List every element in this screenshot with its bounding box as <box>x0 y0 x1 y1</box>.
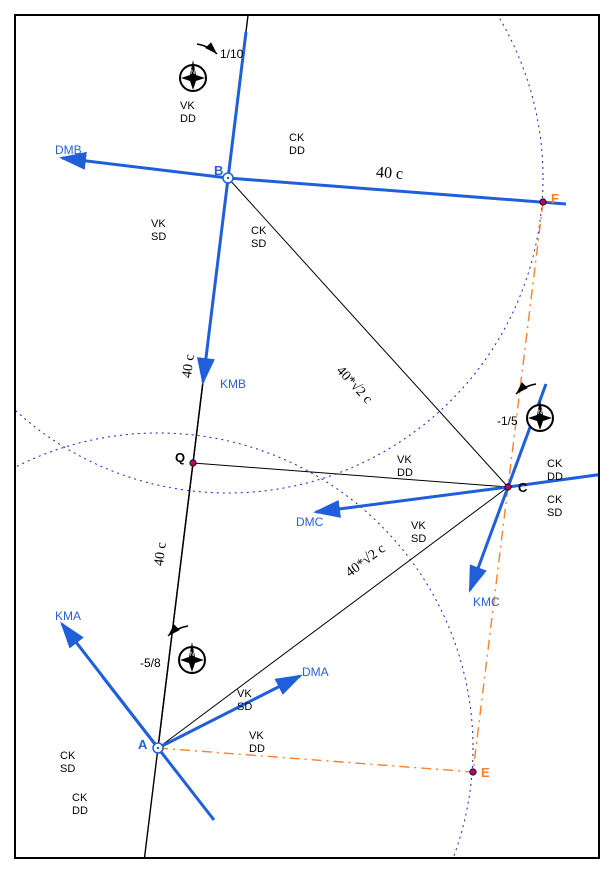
diagram-frame <box>14 14 600 859</box>
